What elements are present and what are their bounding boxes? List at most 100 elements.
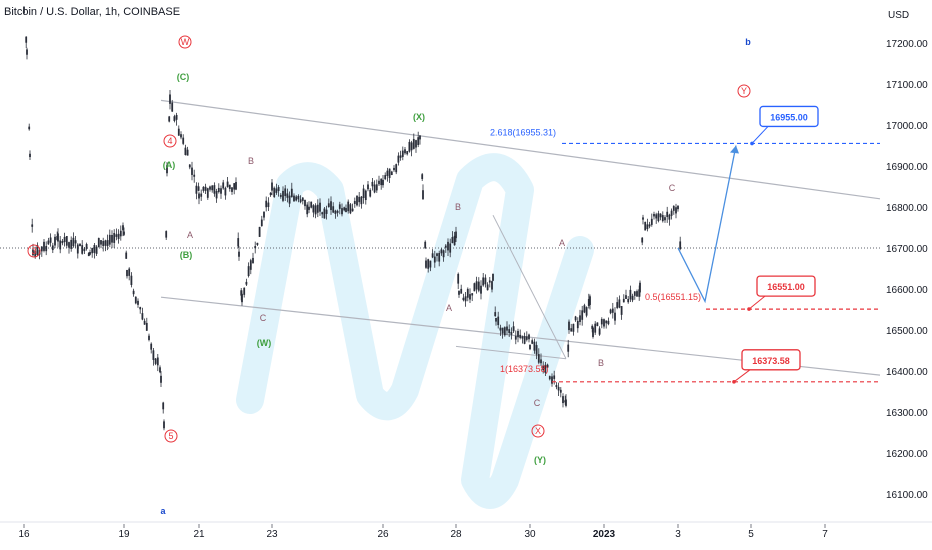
candle-body [596,322,599,327]
candle-body [609,309,612,314]
candle-body [117,233,120,239]
candle-body [169,94,171,104]
candle-body [100,240,102,245]
wave-label: (A) [163,160,176,170]
candle-body [271,182,273,191]
candle-body [347,201,350,212]
candle-body [404,149,406,154]
candle-body [139,307,142,310]
candle-body [295,196,298,201]
candle-body [567,344,570,352]
candle-body [661,215,664,222]
wave-label: (X) [413,112,425,122]
candle-body [184,147,187,155]
candle-body [497,316,500,326]
level-callout-label: 16551.00 [767,282,805,292]
candle-body [211,185,214,191]
candle-body [642,217,644,220]
candle-body [360,196,363,205]
candle-body [343,207,346,211]
candle-body [338,204,341,209]
candle-body [519,334,522,338]
x-tick-label: 5 [748,529,754,540]
candle-body [314,205,317,215]
candle-body [74,240,77,244]
candle-body [677,205,679,210]
candle-body [422,190,424,200]
candle-body [269,192,272,195]
candle-body [638,289,641,297]
candle-body [34,250,37,258]
candle-body [152,350,155,360]
candle-body [25,36,28,43]
candle-body [293,195,295,202]
candle-body [653,213,655,217]
wave-label: (C) [177,72,190,82]
candle-body [397,155,400,163]
candle-body [471,293,474,296]
candle-body [113,232,116,243]
candle-body [279,194,282,197]
candle-body [364,190,367,201]
wave-label: 4 [167,136,172,146]
level-callout-box [756,275,816,297]
wave-label: 5 [168,431,173,441]
candle-body [49,237,52,243]
candle-body [572,323,575,332]
candle-body [546,364,549,368]
candle-body [143,320,146,325]
candle-body [28,126,31,130]
wave-label: X [535,426,541,436]
candle-body [622,298,625,303]
candle-body [137,300,139,305]
candle-body [491,281,493,290]
candle-body [308,206,310,210]
y-axis-currency: USD [888,10,909,21]
candle-body [43,241,45,251]
candle-body [241,293,243,303]
wave-label: B [455,202,461,212]
candle-body [464,296,467,302]
candle-body [514,336,517,340]
candle-body [297,195,300,200]
candle-body [316,204,319,213]
candle-body [104,240,107,246]
wave-label: C [260,313,267,323]
candle-body [231,187,233,192]
candle-body [235,181,237,190]
candle-body [611,308,614,313]
candle-body [119,230,122,237]
candle-body [273,187,276,197]
candle-body [591,325,594,329]
candle-body [488,280,491,283]
candle-body [431,253,434,258]
wave-label: B [598,358,604,368]
candle-body [399,155,402,158]
candle-body [323,208,326,219]
candle-body [160,375,162,383]
candle-body [679,241,682,250]
candle-body [95,246,98,254]
candle-body [562,396,564,404]
candle-body [32,249,34,256]
x-tick-label: 16 [18,529,30,540]
candle-body [284,188,287,197]
candle-body [469,294,471,300]
candle-body [480,285,482,294]
candle-body [209,186,211,190]
candle-body [222,182,225,189]
candle-body [204,186,207,191]
candle-body [512,326,515,332]
candle-body [148,335,150,340]
wave-label-circle [164,429,178,443]
candle-body [644,221,647,231]
candle-body [145,322,148,331]
candle-body [226,181,229,188]
candle-body [548,376,551,380]
candle-body [351,208,354,212]
candle-body [475,281,478,290]
candle-body [177,128,180,136]
candle-body [664,217,666,221]
candle-body [559,389,562,393]
